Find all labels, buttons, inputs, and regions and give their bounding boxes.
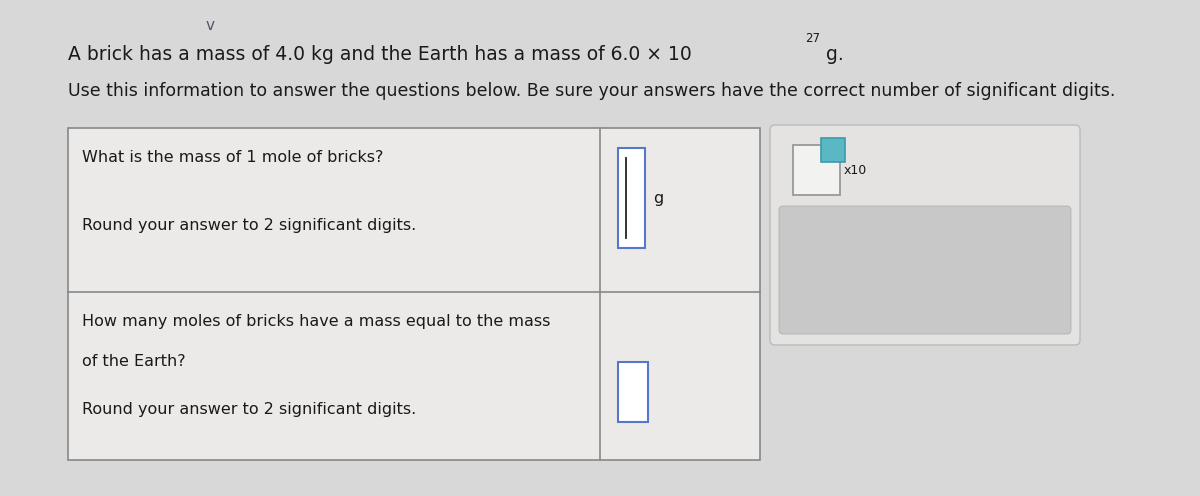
Text: Round your answer to 2 significant digits.: Round your answer to 2 significant digit… xyxy=(82,402,416,417)
Bar xyxy=(618,362,648,422)
Text: A brick has a mass of 4.0 kg and the Earth has a mass of 6.0 × 10: A brick has a mass of 4.0 kg and the Ear… xyxy=(68,45,691,64)
Text: g.: g. xyxy=(820,45,844,64)
FancyBboxPatch shape xyxy=(770,125,1080,345)
Text: g: g xyxy=(653,190,664,205)
Text: How many moles of bricks have a mass equal to the mass: How many moles of bricks have a mass equ… xyxy=(82,314,551,329)
Text: What is the mass of 1 mole of bricks?: What is the mass of 1 mole of bricks? xyxy=(82,150,383,165)
Text: 27: 27 xyxy=(805,32,820,45)
FancyBboxPatch shape xyxy=(779,206,1072,334)
Bar xyxy=(793,145,840,195)
Bar xyxy=(68,128,760,460)
Bar xyxy=(821,138,845,162)
Text: ↺: ↺ xyxy=(916,258,935,282)
Text: Round your answer to 2 significant digits.: Round your answer to 2 significant digit… xyxy=(82,218,416,233)
Text: X: X xyxy=(828,260,842,280)
Text: Use this information to answer the questions below. Be sure your answers have th: Use this information to answer the quest… xyxy=(68,82,1115,100)
Text: of the Earth?: of the Earth? xyxy=(82,354,186,369)
Bar xyxy=(618,148,646,248)
Text: v: v xyxy=(205,18,215,33)
Text: x10: x10 xyxy=(844,164,868,177)
